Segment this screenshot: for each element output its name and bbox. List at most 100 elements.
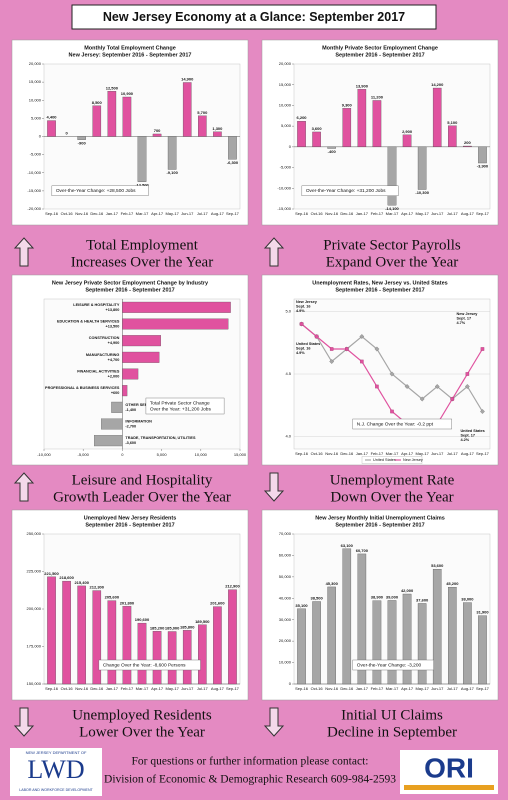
x-tick-label: May-17 <box>165 211 179 216</box>
bar <box>77 585 86 685</box>
x-tick-label: Feb-17 <box>121 211 134 216</box>
y-tick-label: -5,000 <box>30 152 42 157</box>
legend-box <box>361 456 423 464</box>
value-label: -2,700 <box>125 425 136 429</box>
bar <box>312 601 321 685</box>
caption: Increases Over the Year <box>71 254 213 270</box>
bar <box>167 136 177 170</box>
chart-subtitle: September 2016 - September 2017 <box>85 287 174 293</box>
arrow <box>13 707 35 737</box>
y-tick-label: -20,000 <box>27 206 41 211</box>
annotation-box <box>352 659 434 671</box>
value-label: -10,300 <box>415 190 429 195</box>
value-label: -3,900 <box>477 164 489 169</box>
x-tick-label: Mar-17 <box>386 686 399 691</box>
marker <box>359 334 365 339</box>
x-tick-label: Feb-17 <box>121 686 134 691</box>
y-tick-label: 40,000 <box>279 595 292 600</box>
y-tick-label: 150,000 <box>27 681 42 686</box>
bar <box>228 136 237 160</box>
annotation: Over-the-Year Change: -3,200 <box>357 662 422 668</box>
value-label: 190,600 <box>135 617 150 622</box>
point-annotation: Sept. 16 <box>296 347 311 351</box>
bar <box>198 115 207 137</box>
x-tick-label: Dec-16 <box>340 686 354 691</box>
category-label: MANUFACTURING <box>86 353 120 357</box>
y-tick-label: 60,000 <box>279 552 292 557</box>
bar <box>107 91 117 137</box>
marker <box>375 384 379 389</box>
y-tick-label: 30,000 <box>279 617 292 622</box>
caption: Leisure and Hospitality <box>72 472 213 488</box>
y-tick-label: 175,000 <box>27 644 42 649</box>
chart-subtitle: September 2016 - September 2017 <box>335 287 424 293</box>
x-tick-label: Mar-17 <box>386 211 399 216</box>
bar <box>122 318 229 330</box>
x-tick-label: Nov-16 <box>325 211 339 216</box>
value-label: 212,300 <box>90 585 105 590</box>
x-tick-label: Apr-17 <box>151 211 164 216</box>
bar <box>357 553 367 685</box>
point-annotation: 4.9% <box>296 309 305 313</box>
caption: Initial UI Claims <box>341 707 443 723</box>
x-tick-label: Aug-17 <box>211 211 225 216</box>
value-label: 5,700 <box>197 110 208 115</box>
value-label: 60,700 <box>356 548 369 553</box>
value-label: 53,600 <box>431 563 444 568</box>
x-tick-label: Jul-17 <box>447 686 459 691</box>
value-label: 2,900 <box>402 129 413 134</box>
chart-subtitle: September 2016 - September 2017 <box>335 522 424 528</box>
value-label: 37,600 <box>416 597 429 602</box>
marker <box>389 371 395 377</box>
caption: Expand Over the Year <box>326 254 458 270</box>
x-tick-label: May-17 <box>415 686 429 691</box>
value-label: 38,000 <box>461 597 474 602</box>
x-tick-label: Nov-16 <box>325 451 339 456</box>
bar <box>463 602 472 685</box>
x-tick-label: Jan-17 <box>106 211 119 216</box>
bar <box>111 401 123 413</box>
x-tick-label: Sep-16 <box>45 686 59 691</box>
y-tick-label: 5.0 <box>285 309 291 314</box>
category-label: EDUCATION & HEALTH SERVICES <box>57 320 120 324</box>
y-tick-label: 10,000 <box>279 102 292 107</box>
x-tick-label: Jun-17 <box>431 211 444 216</box>
x-tick-label: May-17 <box>165 686 179 691</box>
x-tick-label: -5,000 <box>78 452 90 457</box>
marker <box>480 409 485 414</box>
x-tick-label: Oct-16 <box>61 686 74 691</box>
bar <box>432 568 442 685</box>
x-tick-label: Jul-17 <box>197 686 209 691</box>
bar <box>62 580 71 685</box>
x-tick-label: Nov-16 <box>75 211 89 216</box>
x-tick-label: Oct-16 <box>61 211 74 216</box>
caption: Private Sector Payrolls <box>323 237 461 253</box>
category-label: LEISURE & HOSPITALITY <box>73 303 120 307</box>
x-tick-label: Feb-17 <box>371 686 384 691</box>
y-tick-label: 0 <box>289 681 292 686</box>
chart-title: Unemployment Rates, New Jersey vs. Unite… <box>312 280 447 286</box>
bar <box>417 603 427 685</box>
value-label: 221,500 <box>44 571 59 576</box>
value-label: 45,200 <box>446 581 459 586</box>
marker <box>419 396 425 402</box>
annotation-box <box>51 185 149 197</box>
annotation-box <box>145 397 225 415</box>
footer-division: Division of Economic & Demographic Resea… <box>104 774 396 786</box>
bar <box>402 593 412 685</box>
arrow <box>263 237 285 267</box>
bar <box>342 108 352 148</box>
chart-title: Unemployed New Jersey Residents <box>84 515 177 521</box>
bar <box>94 435 123 447</box>
value-label: 0 <box>65 131 68 136</box>
x-tick-label: Apr-17 <box>401 686 414 691</box>
logo-left-bottom: LABOR AND WORKFORCE DEVELOPMENT <box>19 788 93 792</box>
x-tick-label: Jul-17 <box>447 451 459 456</box>
x-tick-label: Apr-17 <box>151 686 164 691</box>
value-label: 201,800 <box>120 600 135 605</box>
x-tick-label: 0 <box>121 452 124 457</box>
title-box <box>71 4 437 30</box>
point-annotation: 4.2% <box>460 438 469 442</box>
category-label: FINANCIAL ACTIVITIES <box>77 370 120 374</box>
value-label: 38,500 <box>310 596 323 601</box>
